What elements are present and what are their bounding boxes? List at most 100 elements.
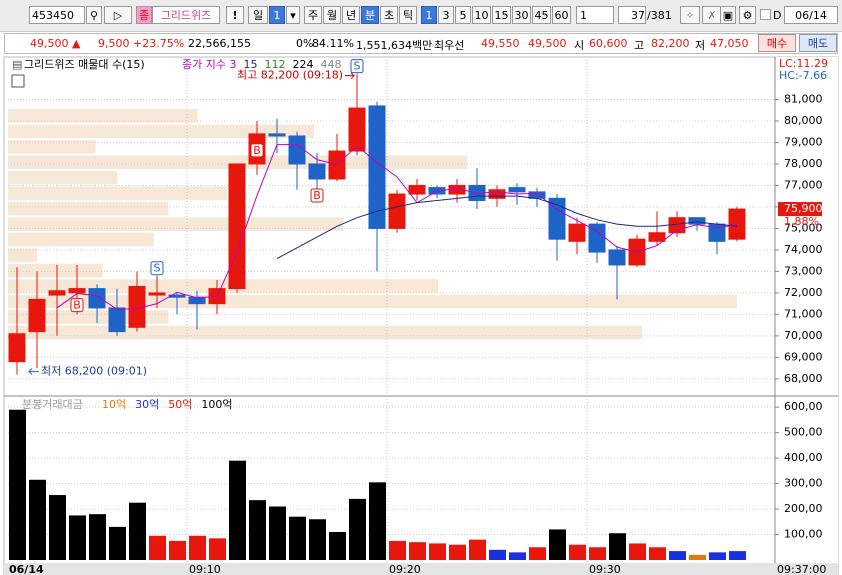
y-tick-label: 69,000 xyxy=(784,350,823,363)
volume-bar xyxy=(229,460,246,560)
x-tick-label: 06/14 xyxy=(9,563,44,575)
signal-box xyxy=(310,188,324,203)
minute-tab[interactable]: 15 xyxy=(492,6,511,24)
minute-tab[interactable]: 60 xyxy=(552,6,571,24)
volume-bar xyxy=(369,482,386,560)
candle-body xyxy=(268,133,286,137)
settings-button[interactable]: ⚙ xyxy=(739,6,756,24)
candle-body xyxy=(88,288,106,309)
open-label: 시 xyxy=(574,39,585,52)
volume-bar xyxy=(69,515,86,560)
volume-bar xyxy=(309,519,326,560)
legend-entry: 112 xyxy=(264,58,285,71)
signal-box xyxy=(150,261,164,276)
minute-tab[interactable]: 5 xyxy=(455,6,471,24)
volume-bar xyxy=(469,539,486,560)
axis-area xyxy=(776,57,838,575)
volume-bar xyxy=(189,535,206,560)
y-tick-label: 79,000 xyxy=(784,135,823,148)
pct2: 84.11% xyxy=(312,37,354,50)
ask: 49,550 xyxy=(481,37,520,50)
candle-body xyxy=(408,184,426,195)
period-tab[interactable]: 주 xyxy=(304,6,322,24)
tool-button[interactable]: ✧ xyxy=(680,6,700,24)
legend-entry: 종가 지수 3 xyxy=(182,58,236,71)
sell-button[interactable]: 매도 xyxy=(799,34,837,52)
page-total: /381 xyxy=(647,9,672,22)
signal-label: B xyxy=(313,189,321,202)
y-tick-label: 81,000 xyxy=(784,92,823,105)
candle-body xyxy=(368,105,386,229)
candle-body xyxy=(648,232,666,242)
candle-body xyxy=(728,208,746,240)
amount: 1,551,634백만 xyxy=(356,39,433,52)
period-tab[interactable]: 월 xyxy=(323,6,341,24)
period-tab[interactable]: 틱 xyxy=(399,6,417,24)
volume-bar xyxy=(149,535,166,560)
period-button[interactable]: 일 xyxy=(248,6,268,24)
minute-tab[interactable]: 1 xyxy=(421,6,437,24)
volume-bar xyxy=(609,533,626,560)
minute-tab[interactable]: 3 xyxy=(438,6,454,24)
profile-bar xyxy=(8,263,103,278)
y-tick-label: 78,000 xyxy=(784,157,823,170)
volume-bar xyxy=(689,554,706,560)
count-input[interactable]: 1 xyxy=(576,6,614,24)
candle-body xyxy=(488,189,506,199)
tool-button[interactable]: ✗ xyxy=(702,6,722,24)
save-button[interactable]: ▣ xyxy=(720,6,736,24)
alert-button[interactable]: ! xyxy=(226,6,244,24)
profile-bar xyxy=(8,217,344,231)
period-tab[interactable]: 초 xyxy=(380,6,398,24)
low-label: 저 xyxy=(695,39,706,52)
profile-bar xyxy=(8,186,227,200)
signal-label: S xyxy=(154,262,161,275)
period-tab[interactable]: 분 xyxy=(361,6,379,24)
profile-bar xyxy=(8,279,439,293)
volume-bar xyxy=(129,502,146,560)
candle-body xyxy=(508,187,526,193)
search-button[interactable]: ⚲ xyxy=(86,6,102,24)
buy-button[interactable]: 매수 xyxy=(758,34,796,52)
volume-title: 분봉거래대금 xyxy=(22,398,83,411)
last-price-box xyxy=(778,202,822,217)
x-tick-label: 09:20 xyxy=(389,563,421,575)
lc-label: LC:11.29 xyxy=(779,57,828,70)
period-tab[interactable]: 년 xyxy=(342,6,360,24)
candle-body xyxy=(548,197,566,240)
d-label: D xyxy=(773,9,782,22)
date-input[interactable]: 06/14 xyxy=(784,6,838,24)
period-value[interactable]: 1 xyxy=(269,6,285,24)
candle-body xyxy=(608,249,626,266)
minute-tab[interactable]: 30 xyxy=(512,6,531,24)
volume-bar xyxy=(249,500,266,560)
y-tick-label: 71,000 xyxy=(784,307,823,320)
bid: 49,500 xyxy=(528,37,567,50)
volume-bar xyxy=(389,540,406,560)
y-tick-label: 400,00 xyxy=(784,451,823,464)
candle-body xyxy=(188,296,206,305)
sound-button[interactable]: ▷ xyxy=(104,6,132,24)
ma-line xyxy=(56,144,738,310)
rate: +23.75% xyxy=(133,37,185,50)
signal-label: B xyxy=(73,299,81,312)
d-checkbox[interactable] xyxy=(760,9,771,20)
change: 9,500 xyxy=(98,37,130,50)
volume-bar xyxy=(169,540,186,560)
minute-tab[interactable]: 10 xyxy=(472,6,491,24)
volume-bar xyxy=(649,547,666,560)
stock-name[interactable]: 그리드위즈 xyxy=(152,6,220,24)
y-tick-label: 74,000 xyxy=(784,243,823,256)
minute-tab[interactable]: 45 xyxy=(532,6,551,24)
volume-bar xyxy=(29,479,46,560)
y-tick-label: 600,00 xyxy=(784,400,823,413)
end-time: 09:37:00 xyxy=(777,563,826,575)
profile-bar xyxy=(8,109,198,123)
code-input[interactable]: 453450 xyxy=(29,6,85,24)
chart: ▤ 그리드위즈 매물대 수(15) LC:11.29 HC:-7.66 분봉거래… xyxy=(3,56,839,575)
period-dropdown[interactable]: ▾ xyxy=(286,6,300,24)
page-input[interactable]: 37 xyxy=(618,6,646,24)
signal-label: S xyxy=(354,60,361,73)
legend-entry: 448 xyxy=(320,58,341,71)
